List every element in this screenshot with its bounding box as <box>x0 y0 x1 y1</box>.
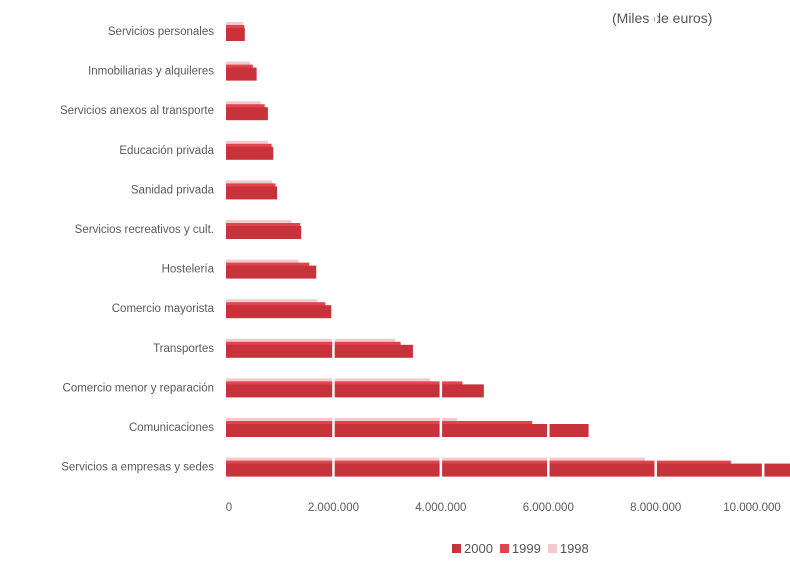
bar-2000-transportes <box>226 344 413 358</box>
category-label-comercio-mayorista: Comercio mayorista <box>112 303 215 315</box>
bar-2000-servicios-personales <box>226 28 245 41</box>
category-label-educacion-privada: Educación privada <box>119 145 214 157</box>
category-label-comunicaciones: Comunicaciones <box>129 422 214 434</box>
category-label-servicios-a-empresas-y-sedes: Servicios a empresas y sedes <box>61 462 214 474</box>
bar-2000-educacion-privada <box>226 146 274 160</box>
bar-2000-servicios-recreativos-y-cult <box>226 226 302 239</box>
category-label-comercio-menor-y-reparacion: Comercio menor y reparación <box>63 382 214 394</box>
bar-2000-inmobiliarias-y-alquileres <box>226 67 257 81</box>
legend-item-2000: 2000 <box>452 541 493 556</box>
bar-2000-hosteleria <box>226 265 317 279</box>
category-label-servicios-anexos-al-transporte: Servicios anexos al transporte <box>60 105 214 117</box>
bar-2000-servicios-anexos-al-transporte <box>226 107 268 121</box>
legend-label-1998: 1998 <box>559 541 589 556</box>
x-tick-label-3: 6.000.000 <box>523 502 574 514</box>
x-tick-label-2: 4.000.000 <box>415 502 466 514</box>
legend-item-1998: 1998 <box>547 541 589 556</box>
bar-2000-comercio-mayorista <box>226 305 332 319</box>
x-tick-label-0: 0 <box>226 502 232 514</box>
category-label-hosteleria: Hostelería <box>162 264 215 276</box>
x-tick-label-1: 2.000.000 <box>308 502 359 514</box>
bar-2000-comunicaciones <box>226 424 589 437</box>
category-label-inmobiliarias-y-alquileres: Inmobiliarias y alquileres <box>88 66 214 78</box>
bar-2000-comercio-menor-y-reparacion <box>226 384 484 398</box>
category-label-sanidad-privada: Sanidad privada <box>131 184 215 196</box>
legend-label-1999: 1999 <box>511 541 541 556</box>
x-tick-label-4: 8.000.000 <box>630 502 681 514</box>
unit-label: (Miles de euros) <box>612 10 713 26</box>
x-tick-label-5: 10.000.000 <box>723 502 781 514</box>
bar-chart: Servicios personales Inmobiliarias y alqu… <box>59 22 790 514</box>
legend-swatch-1998 <box>547 544 557 553</box>
legend-swatch-1999 <box>499 544 509 553</box>
bar-2000-servicios-a-empresas-y-sedes <box>226 463 790 477</box>
category-label-servicios-personales: Servicios personales <box>108 26 214 38</box>
category-label-servicios-recreativos-y-cult: Servicios recreativos y cult. <box>75 224 214 236</box>
category-label-transportes: Transportes <box>153 343 214 355</box>
legend: 2000 1999 1998 <box>452 541 592 556</box>
legend-swatch-2000 <box>452 544 461 553</box>
bar-2000-sanidad-privada <box>226 186 278 200</box>
legend-label-2000: 2000 <box>464 541 493 556</box>
legend-item-1999: 1999 <box>499 541 541 556</box>
